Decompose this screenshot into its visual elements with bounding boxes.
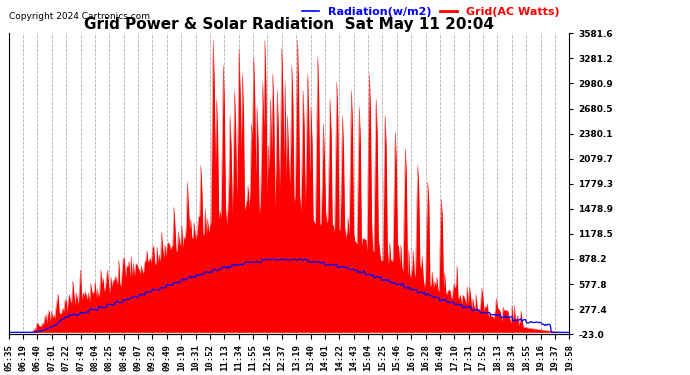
Title: Grid Power & Solar Radiation  Sat May 11 20:04: Grid Power & Solar Radiation Sat May 11 … [84, 17, 494, 32]
Text: Copyright 2024 Cartronics.com: Copyright 2024 Cartronics.com [9, 12, 150, 21]
Legend: Radiation(w/m2), Grid(AC Watts): Radiation(w/m2), Grid(AC Watts) [298, 3, 564, 22]
